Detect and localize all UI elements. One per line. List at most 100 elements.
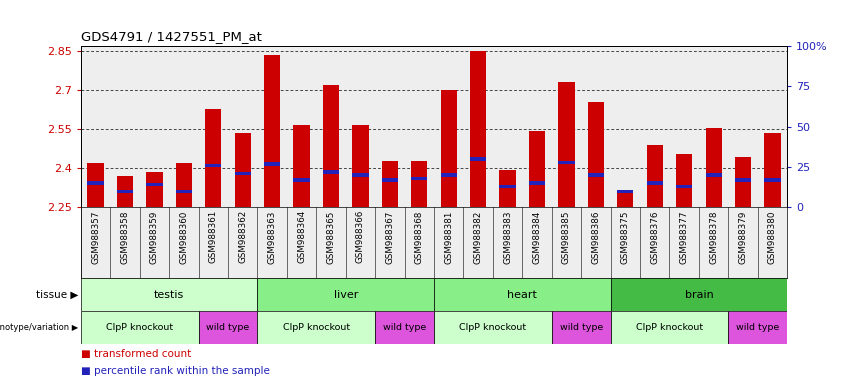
Bar [551,311,610,344]
Bar [470,51,486,207]
Bar [500,170,516,207]
Bar [375,311,434,344]
Bar [441,90,457,207]
Bar [176,163,192,207]
Bar [117,176,133,207]
Text: ClpP knockout: ClpP knockout [460,323,527,332]
Bar [117,190,133,193]
Bar [735,157,751,207]
Text: GSM988359: GSM988359 [150,210,159,263]
Text: ClpP knockout: ClpP knockout [636,323,703,332]
Text: GSM988365: GSM988365 [327,210,335,263]
Bar [352,174,368,177]
Text: GSM988364: GSM988364 [297,210,306,263]
Text: liver: liver [334,290,358,300]
Bar [764,178,780,182]
Text: wild type: wild type [207,323,249,332]
Bar [500,185,516,188]
Bar [88,182,104,185]
Text: GSM988368: GSM988368 [414,210,424,263]
Text: GSM988377: GSM988377 [680,210,688,264]
Bar [264,162,280,166]
Bar [81,311,198,344]
Bar [558,83,574,207]
Text: GSM988383: GSM988383 [503,210,512,264]
Bar [529,182,545,185]
Bar [264,55,280,207]
Bar [205,109,221,207]
Text: GSM988375: GSM988375 [621,210,630,264]
Bar [705,174,722,177]
Bar [610,278,787,311]
Bar [610,311,728,344]
Bar [146,172,163,207]
Bar [235,133,251,207]
Text: GSM988379: GSM988379 [739,210,747,263]
Bar [705,128,722,207]
Bar [382,161,398,207]
Bar [558,161,574,164]
Text: wild type: wild type [383,323,426,332]
Text: GSM988357: GSM988357 [91,210,100,264]
Bar [88,163,104,207]
Bar [647,145,663,207]
Text: GSM988384: GSM988384 [533,210,541,263]
Bar [735,178,751,182]
Text: GSM988376: GSM988376 [650,210,660,263]
Text: ClpP knockout: ClpP knockout [283,323,350,332]
Text: GSM988360: GSM988360 [180,210,188,263]
Text: GSM988362: GSM988362 [238,210,247,263]
Text: testis: testis [154,290,185,300]
Bar [676,154,692,207]
Text: ClpP knockout: ClpP knockout [106,323,174,332]
Text: GSM988358: GSM988358 [121,210,129,264]
Bar [411,177,427,180]
Bar [176,190,192,193]
Bar [588,174,604,177]
Bar [441,174,457,177]
Bar [588,102,604,207]
Text: GSM988381: GSM988381 [444,210,454,263]
Text: GSM988363: GSM988363 [268,210,277,263]
Text: GSM988366: GSM988366 [356,210,365,263]
Text: wild type: wild type [560,323,603,332]
Bar [235,172,251,175]
Text: GSM988361: GSM988361 [208,210,218,263]
Text: brain: brain [684,290,713,300]
Text: GDS4791 / 1427551_PM_at: GDS4791 / 1427551_PM_at [81,30,262,43]
Bar [764,133,780,207]
Text: GSM988382: GSM988382 [474,210,483,263]
Text: GSM988386: GSM988386 [591,210,600,263]
Text: GSM988380: GSM988380 [768,210,777,264]
Bar [146,183,163,187]
Bar [529,131,545,207]
Bar [728,311,787,344]
Text: genotype/variation ▶: genotype/variation ▶ [0,323,78,332]
Text: tissue ▶: tissue ▶ [36,290,78,300]
Bar [617,193,633,207]
Text: wild type: wild type [736,323,780,332]
Bar [205,164,221,167]
Bar [352,126,368,207]
Bar [434,311,551,344]
Text: ■ transformed count: ■ transformed count [81,349,191,359]
Text: GSM988367: GSM988367 [386,210,394,263]
Bar [323,85,339,207]
Text: GSM988385: GSM988385 [562,210,571,264]
Text: ■ percentile rank within the sample: ■ percentile rank within the sample [81,366,270,376]
Bar [257,278,434,311]
Bar [81,278,257,311]
Bar [294,126,310,207]
Text: heart: heart [507,290,537,300]
Bar [198,311,257,344]
Bar [411,161,427,207]
Bar [323,170,339,174]
Text: GSM988378: GSM988378 [709,210,718,264]
Bar [647,182,663,185]
Bar [617,190,633,193]
Bar [294,178,310,182]
Bar [470,157,486,161]
Bar [676,185,692,188]
Bar [382,178,398,182]
Bar [257,311,375,344]
